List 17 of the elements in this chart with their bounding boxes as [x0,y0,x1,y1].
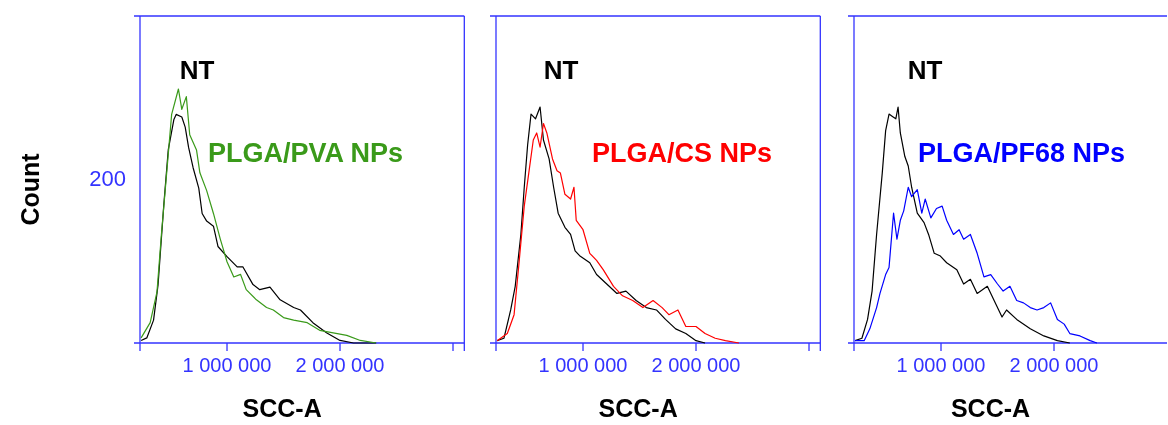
series-label: PLGA/PVA NPs [208,138,404,169]
x-tick-label: 2 000 000 [295,354,385,377]
series-label: NT [179,54,215,85]
x-tick-label: 2 000 000 [1009,354,1099,377]
x-axis-title: SCC-A [598,393,678,422]
x-axis-title: SCC-A [950,393,1031,422]
x-tick-label: 1 000 000 [538,354,628,377]
x-tick-label: 1 000 000 [896,354,986,377]
series-label: PLGA/CS NPs [592,138,773,169]
y-axis-title: Count [15,152,44,226]
series-label: NT [543,54,579,85]
x-tick-label: 1 000 000 [182,354,272,377]
x-axis-title: SCC-A [242,393,322,422]
series-label: NT [907,54,943,85]
x-tick-label: 2 000 000 [651,354,741,377]
series-label: PLGA/PF68 NPs [918,138,1126,169]
text: 200 [89,165,126,191]
